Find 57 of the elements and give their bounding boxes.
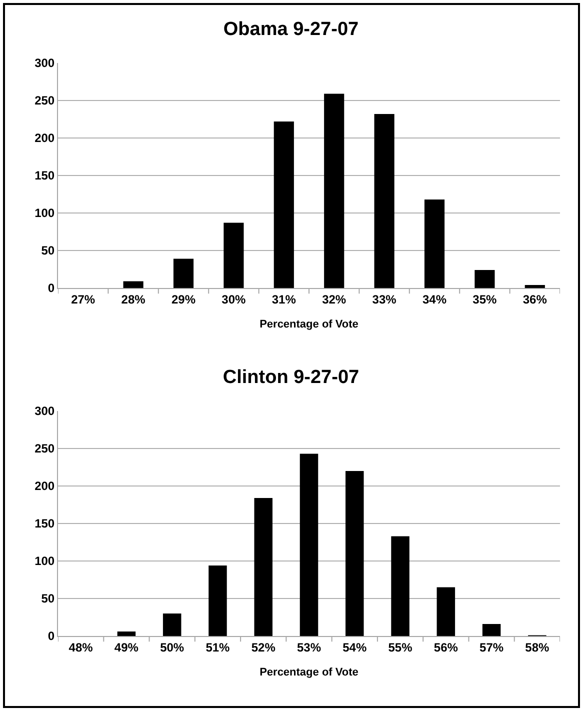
bar [391,536,410,636]
bar [374,114,394,288]
bar [482,624,501,636]
y-tick-label: 250 [34,442,55,456]
x-tick-label: 49% [114,640,139,654]
bar [173,258,194,288]
x-tick-label: 55% [388,640,413,654]
x-tick-label: 52% [251,640,276,654]
y-tick-label: 150 [34,516,55,531]
y-tick-label: 100 [34,554,55,568]
x-tick-label: 58% [525,640,550,654]
bar [436,587,456,636]
x-tick-label: 33% [372,292,397,306]
x-tick-label: 36% [522,292,548,306]
x-tick-label: 53% [296,640,322,654]
bar [117,632,136,636]
x-tick-label: 32% [322,292,346,306]
x-tick-label: 56% [434,640,458,654]
chart-title: Clinton 9-27-07 [222,366,360,388]
bar [274,122,294,288]
x-tick-label: 35% [472,292,498,306]
x-tick-label: 54% [342,640,367,654]
bar [208,566,227,636]
y-tick-label: 0 [48,281,55,296]
chart-title: Obama 9-27-07 [223,18,359,40]
y-tick-label: 150 [34,168,55,183]
x-axis-title: Percentage of Vote [260,318,358,331]
x-tick-label: 48% [68,640,94,654]
y-tick-label: 200 [34,131,55,146]
bar [346,471,364,636]
bar [524,285,545,288]
y-tick-label: 100 [34,206,55,220]
x-tick-label: 50% [160,640,184,654]
bar [254,498,272,636]
y-tick-label: 300 [34,56,55,70]
bar [424,200,445,288]
y-tick-label: 300 [34,404,55,418]
x-tick-label: 29% [171,292,196,306]
x-axis-title: Percentage of Vote [260,666,358,679]
x-tick-label: 57% [480,640,504,654]
x-tick-label: 31% [272,292,296,306]
bar [300,454,318,636]
bar [324,94,344,288]
bar [224,222,244,288]
y-tick-label: 50 [41,592,55,606]
bar [162,614,182,636]
bar [474,270,495,288]
y-tick-label: 250 [34,94,55,108]
y-tick-label: 0 [48,629,55,644]
y-tick-label: 200 [34,479,55,494]
x-tick-label: 28% [121,292,146,306]
x-tick-label: 27% [71,292,96,306]
x-tick-label: 34% [422,292,447,306]
x-tick-label: 30% [222,292,246,306]
bar [123,281,144,288]
x-tick-label: 51% [206,640,230,654]
y-tick-label: 50 [41,244,55,258]
